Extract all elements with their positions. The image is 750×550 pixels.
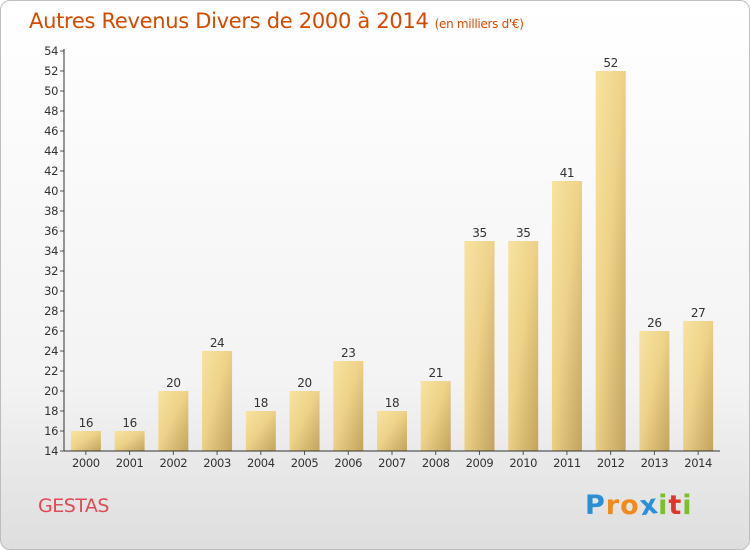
data-label: 24	[210, 336, 224, 350]
data-label: 26	[647, 316, 661, 330]
x-tick-label: 2004	[247, 456, 275, 470]
bar	[639, 331, 670, 451]
data-label: 16	[79, 416, 93, 430]
y-tick-label: 32	[44, 264, 58, 278]
y-tick-label: 40	[44, 184, 58, 198]
x-tick-label: 2011	[553, 456, 581, 470]
y-tick-label: 46	[44, 124, 58, 138]
bar	[114, 431, 145, 451]
y-tick-label: 52	[44, 64, 58, 78]
bar	[551, 181, 582, 451]
x-tick-label: 2014	[684, 456, 712, 470]
data-label: 20	[166, 376, 180, 390]
bar	[245, 411, 276, 451]
y-tick-label: 48	[44, 104, 58, 118]
x-tick-label: 2010	[509, 456, 537, 470]
y-tick-label: 30	[44, 284, 58, 298]
y-tick-label: 24	[44, 344, 58, 358]
data-label: 35	[516, 226, 530, 240]
bar	[158, 391, 189, 451]
logo-letter: i	[682, 490, 693, 521]
y-tick-label: 44	[44, 144, 58, 158]
commune-name: GESTAS	[38, 495, 109, 517]
x-tick-label: 2009	[466, 456, 494, 470]
logo-letter: t	[668, 490, 683, 521]
data-label: 27	[691, 306, 705, 320]
y-tick-label: 16	[44, 424, 58, 438]
x-tick-label: 2006	[334, 456, 362, 470]
x-tick-label: 2012	[597, 456, 625, 470]
y-tick-label: 54	[44, 44, 58, 58]
bar	[683, 321, 714, 451]
chart-subtitle: (en milliers d'€)	[434, 17, 524, 31]
y-tick-label: 20	[44, 384, 58, 398]
x-tick-label: 2001	[116, 456, 144, 470]
x-tick-label: 2003	[203, 456, 231, 470]
data-label: 16	[122, 416, 136, 430]
y-tick-label: 14	[44, 444, 58, 458]
bar	[377, 411, 407, 451]
bar	[202, 351, 233, 451]
proxiti-logo: Proxiti	[585, 488, 693, 523]
y-tick-label: 38	[44, 204, 58, 218]
y-tick-label: 28	[44, 304, 58, 318]
logo-letter: r	[605, 490, 621, 521]
data-label: 18	[385, 396, 399, 410]
data-label: 18	[254, 396, 268, 410]
data-label: 23	[341, 346, 355, 360]
y-tick-label: 36	[44, 224, 58, 238]
x-tick-label: 2007	[378, 456, 406, 470]
bar	[464, 241, 495, 451]
bar	[333, 361, 364, 451]
bar	[508, 241, 539, 451]
y-tick-label: 22	[44, 364, 58, 378]
logo-letter: x	[637, 488, 661, 523]
y-tick-label: 18	[44, 404, 58, 418]
logo-letter: o	[620, 490, 640, 521]
x-tick-label: 2008	[422, 456, 450, 470]
bar	[595, 71, 626, 451]
y-tick-label: 50	[44, 84, 58, 98]
x-tick-label: 2002	[159, 456, 187, 470]
data-label: 41	[560, 166, 574, 180]
y-tick-label: 34	[44, 244, 58, 258]
chart-title: Autres Revenus Divers de 2000 à 2014 (en …	[29, 9, 524, 33]
data-label: 21	[428, 366, 442, 380]
x-tick-label: 2013	[641, 456, 669, 470]
y-tick-label: 26	[44, 324, 58, 338]
x-tick-label: 2005	[291, 456, 319, 470]
bar	[70, 431, 101, 451]
logo-letter: P	[585, 490, 606, 521]
x-tick-label: 2000	[72, 456, 100, 470]
bar	[420, 381, 451, 451]
data-label: 52	[603, 56, 617, 70]
title-text: Autres Revenus Divers de 2000 à 2014	[29, 9, 429, 33]
data-label: 20	[297, 376, 311, 390]
data-label: 35	[472, 226, 486, 240]
logo-letter: i	[658, 490, 669, 521]
y-tick-label: 42	[44, 164, 58, 178]
bar	[289, 391, 320, 451]
